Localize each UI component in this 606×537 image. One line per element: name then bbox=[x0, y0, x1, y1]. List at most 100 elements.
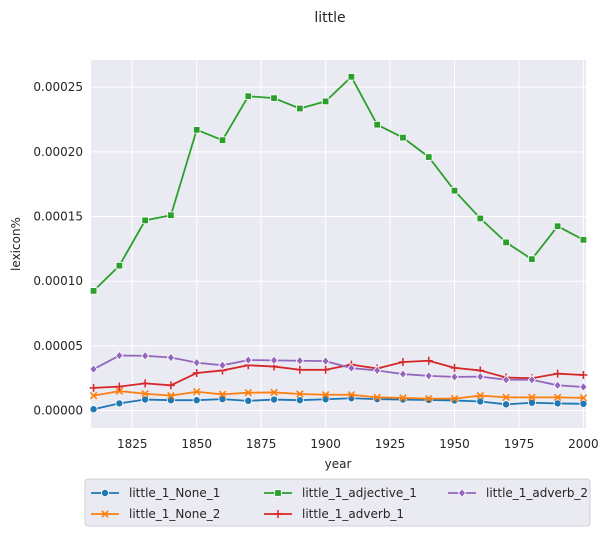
y-tick-label: 0.00015 bbox=[33, 210, 83, 224]
series-layer bbox=[89, 73, 588, 414]
legend-marker bbox=[274, 510, 282, 518]
y-tick-label: 0.00005 bbox=[33, 339, 83, 353]
x-tick-label: 1900 bbox=[310, 437, 341, 451]
data-point bbox=[579, 399, 588, 408]
data-point bbox=[115, 382, 124, 391]
legend-marker bbox=[274, 489, 282, 497]
data-point bbox=[269, 355, 279, 366]
data-point bbox=[244, 92, 252, 100]
legend-item: little_1_None_1 bbox=[91, 486, 220, 500]
data-point bbox=[270, 395, 279, 404]
data-point bbox=[347, 73, 356, 81]
y-tick-label: 0.00010 bbox=[33, 274, 83, 288]
data-point bbox=[553, 369, 562, 378]
data-point bbox=[321, 390, 330, 399]
y-tick-label: 0.00025 bbox=[33, 80, 83, 94]
data-point bbox=[89, 287, 98, 295]
data-point bbox=[270, 388, 278, 397]
x-tick-label: 1850 bbox=[181, 437, 212, 451]
data-point bbox=[527, 374, 536, 385]
data-point bbox=[244, 396, 253, 405]
legend-label: little_1_None_1 bbox=[129, 486, 220, 500]
legend: little_1_None_1 little_1_None_2 little_1_a… bbox=[84, 478, 591, 527]
data-point bbox=[167, 211, 175, 219]
legend-marker bbox=[101, 510, 109, 518]
legend-marker bbox=[101, 488, 110, 497]
x-tick-label: 1925 bbox=[375, 437, 406, 451]
data-point bbox=[218, 360, 227, 371]
data-point bbox=[425, 153, 433, 161]
data-point bbox=[476, 371, 485, 382]
y-axis-label: lexicon% bbox=[9, 217, 23, 271]
data-point bbox=[424, 371, 433, 381]
data-point bbox=[295, 365, 304, 374]
data-point bbox=[347, 390, 356, 399]
data-point bbox=[553, 393, 562, 402]
data-point bbox=[321, 365, 330, 374]
data-point bbox=[579, 394, 588, 402]
series-little_1_adjective_1 bbox=[89, 73, 588, 295]
grid bbox=[91, 60, 586, 428]
data-point bbox=[89, 405, 98, 414]
series-little_1_None_2 bbox=[89, 387, 588, 403]
data-point bbox=[424, 395, 433, 404]
x-tick-label: 1875 bbox=[246, 437, 277, 451]
data-point bbox=[192, 369, 201, 378]
data-point bbox=[399, 133, 407, 142]
data-point bbox=[553, 380, 562, 391]
x-tick-label: 2000 bbox=[568, 437, 599, 451]
y-tick-label: 0.00020 bbox=[33, 145, 83, 159]
data-point bbox=[321, 356, 330, 366]
data-point bbox=[450, 186, 459, 195]
series-line bbox=[93, 390, 584, 400]
plot-area bbox=[91, 60, 586, 428]
data-point bbox=[373, 393, 381, 402]
legend-item: little_1_adverb_2 bbox=[448, 486, 588, 500]
data-point bbox=[502, 238, 510, 247]
legend-marker bbox=[457, 488, 467, 498]
data-point bbox=[244, 388, 253, 397]
data-point bbox=[141, 395, 150, 404]
data-point bbox=[296, 104, 304, 113]
data-point bbox=[166, 381, 175, 390]
x-axis-label: year bbox=[325, 457, 352, 471]
data-point bbox=[115, 350, 124, 361]
data-point bbox=[398, 358, 407, 367]
data-point bbox=[296, 390, 304, 398]
data-point bbox=[476, 214, 484, 223]
data-point bbox=[115, 399, 124, 408]
data-point bbox=[244, 355, 253, 365]
data-point bbox=[141, 389, 149, 398]
data-point bbox=[502, 393, 510, 402]
data-point bbox=[192, 396, 201, 405]
legend-item: little_1_None_2 bbox=[91, 507, 220, 521]
data-point bbox=[373, 120, 381, 129]
data-point bbox=[528, 255, 536, 263]
legend-label: little_1_adverb_1 bbox=[302, 507, 404, 521]
data-point bbox=[115, 261, 124, 270]
data-point bbox=[579, 236, 588, 244]
data-point bbox=[398, 369, 408, 379]
series-little_1_adverb_2 bbox=[89, 350, 588, 392]
legend-item: little_1_adjective_1 bbox=[264, 486, 417, 500]
x-tick-label: 1975 bbox=[504, 437, 535, 451]
data-point bbox=[553, 222, 562, 230]
data-point bbox=[167, 391, 175, 400]
legend-label: little_1_adverb_2 bbox=[486, 486, 588, 500]
data-point bbox=[476, 397, 485, 406]
data-point bbox=[553, 399, 562, 408]
data-point bbox=[89, 391, 98, 400]
data-point bbox=[218, 136, 227, 144]
data-point bbox=[270, 94, 278, 102]
data-point bbox=[218, 395, 227, 404]
data-point bbox=[141, 216, 149, 225]
data-point bbox=[501, 374, 511, 385]
y-tick-label: 0.00000 bbox=[33, 404, 83, 418]
chart-title: little bbox=[314, 10, 345, 26]
data-point bbox=[321, 97, 330, 106]
data-point bbox=[476, 391, 485, 400]
data-point bbox=[450, 363, 459, 372]
data-point bbox=[347, 363, 356, 373]
data-point bbox=[115, 387, 124, 395]
data-point bbox=[295, 355, 304, 366]
